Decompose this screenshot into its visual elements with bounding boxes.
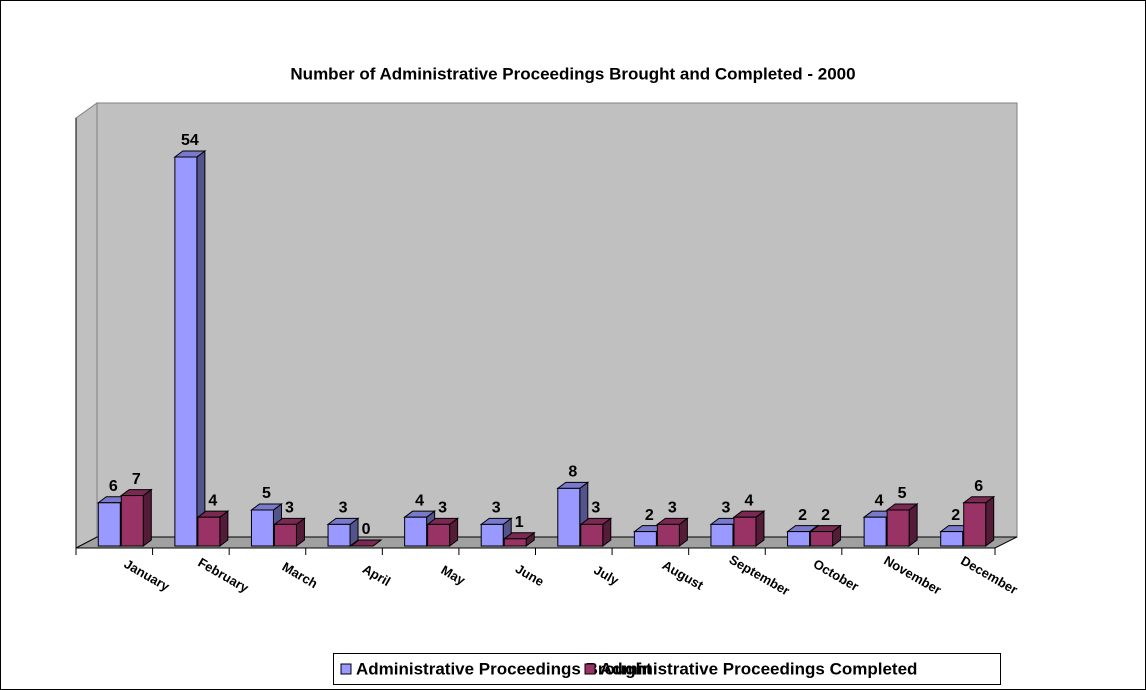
data-label: 1: [515, 514, 524, 531]
side-wall: [75, 102, 98, 549]
bar-front: [733, 516, 757, 547]
bar-front: [404, 516, 428, 547]
bar-front: [810, 531, 834, 547]
bar-front: [174, 156, 198, 547]
bar-front: [863, 516, 887, 547]
bar-front: [580, 523, 604, 547]
bar-front: [197, 516, 221, 547]
legend-label: Administrative Proceedings Completed: [600, 659, 917, 678]
data-label: 4: [208, 492, 217, 509]
bar-front: [940, 531, 964, 547]
bar-front: [710, 523, 734, 547]
legend-swatch: [584, 663, 596, 675]
legend-swatch: [340, 663, 352, 675]
bar: [196, 510, 230, 547]
bar: [119, 488, 153, 547]
bar-front: [427, 523, 451, 547]
data-label: 3: [285, 500, 294, 517]
bar: [426, 517, 460, 547]
bar-side: [196, 150, 206, 547]
bar: [885, 502, 919, 547]
data-label: 3: [591, 500, 600, 517]
bar: [962, 495, 996, 547]
legend-label: Administrative Proceedings Brought: [356, 659, 652, 678]
bar: [502, 531, 536, 547]
chart-title: Number of Administrative Proceedings Bro…: [290, 64, 855, 83]
bar-front: [633, 531, 657, 547]
bar: [272, 517, 306, 547]
legend-box: [333, 653, 1001, 685]
bar-front: [656, 523, 680, 547]
data-label: 3: [438, 500, 447, 517]
data-label: 3: [339, 500, 348, 517]
data-label: 0: [362, 521, 371, 538]
data-label: 6: [974, 478, 983, 495]
bar-side: [908, 502, 918, 547]
bar: [403, 510, 437, 547]
data-label: 2: [821, 507, 830, 524]
bar: [809, 524, 843, 547]
data-label: 6: [109, 478, 118, 495]
bar: [732, 510, 766, 547]
bar-front: [480, 523, 504, 547]
bar-side: [985, 495, 995, 547]
back-wall: [96, 102, 1018, 538]
data-label: 4: [745, 492, 754, 509]
bar: [173, 150, 207, 547]
data-label: 7: [132, 471, 141, 488]
data-label: 3: [668, 500, 677, 517]
bar-front: [327, 523, 351, 547]
bar-front: [120, 495, 144, 547]
bar-front: [787, 531, 811, 547]
bar-front: [963, 502, 987, 547]
data-label: 4: [415, 492, 424, 509]
data-label: 3: [492, 500, 501, 517]
data-label: 5: [898, 485, 907, 502]
data-label: 3: [722, 500, 731, 517]
data-label: 4: [875, 492, 884, 509]
bar: [249, 502, 283, 547]
data-label: 2: [798, 507, 807, 524]
bar-front: [557, 487, 581, 547]
bar: [349, 539, 383, 547]
bar: [579, 517, 613, 547]
bar-top: [349, 539, 383, 547]
data-label: 2: [645, 507, 654, 524]
bar-front: [503, 538, 527, 547]
data-label: 54: [181, 132, 199, 149]
bar-front: [273, 523, 297, 547]
data-label: 2: [951, 507, 960, 524]
data-label: 5: [262, 485, 271, 502]
bar-side: [142, 488, 152, 547]
bar-front: [886, 509, 910, 547]
bar: [655, 517, 689, 547]
bar: [326, 517, 360, 547]
bar-front: [250, 509, 274, 547]
bar-front: [97, 502, 121, 547]
data-label: 8: [568, 464, 577, 481]
